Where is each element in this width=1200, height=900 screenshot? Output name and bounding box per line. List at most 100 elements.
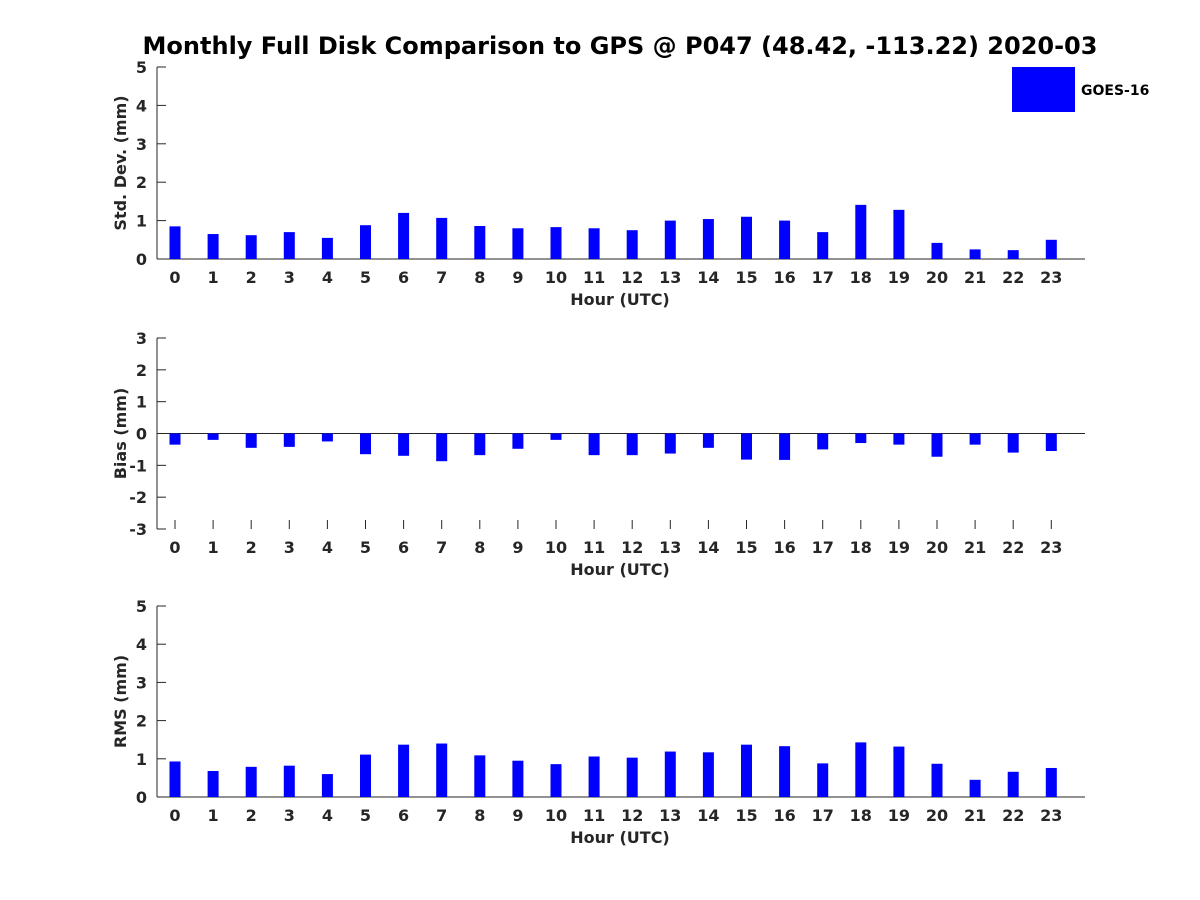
rms-x-tick-label: 7 <box>436 806 447 825</box>
bias-x-tick-label: 19 <box>888 538 910 557</box>
rms-y-tick-label: 4 <box>136 635 147 654</box>
bias-bar <box>969 433 981 445</box>
rms-x-tick-label: 10 <box>545 806 567 825</box>
bias-y-tick-label: -2 <box>129 488 147 507</box>
rms-y-tick-label: 0 <box>136 788 147 807</box>
rms-y-tick-label: 5 <box>136 597 147 616</box>
std-dev-x-tick-label: 18 <box>850 268 872 287</box>
rms-bar <box>207 771 219 797</box>
std-dev-x-tick-label: 21 <box>964 268 986 287</box>
bias-y-tick-label: 0 <box>136 425 147 444</box>
rms-bar <box>169 761 181 797</box>
std-dev-bar <box>436 217 448 259</box>
rms-bar <box>931 763 943 797</box>
std-dev-y-tick-label: 0 <box>136 250 147 269</box>
bias-bar <box>436 433 448 462</box>
rms-bar <box>855 742 867 797</box>
rms-bar <box>664 751 676 797</box>
bias-x-tick-label: 3 <box>284 538 295 557</box>
bias-bar <box>550 433 562 440</box>
rms-x-tick-label: 6 <box>398 806 409 825</box>
bias-x-tick-label: 13 <box>659 538 681 557</box>
std-dev-bar <box>1007 250 1019 259</box>
std-dev-bar <box>702 219 714 259</box>
std-dev-bar <box>588 228 600 259</box>
std-dev-x-tick-label: 0 <box>169 268 180 287</box>
std-dev-y-tick-label: 5 <box>136 58 147 77</box>
std-dev-x-tick-label: 1 <box>208 268 219 287</box>
bias-bar <box>588 433 600 456</box>
std-dev-x-tick-label: 13 <box>659 268 681 287</box>
rms-bar <box>1045 767 1057 797</box>
bias-x-tick-label: 17 <box>812 538 834 557</box>
std-dev-x-tick-label: 19 <box>888 268 910 287</box>
bias-bar <box>779 433 791 460</box>
bias-y-tick-label: 2 <box>136 361 147 380</box>
std-dev-bar <box>245 235 257 259</box>
bias-bar <box>893 433 905 445</box>
std-dev-bar <box>779 220 791 259</box>
bias-x-tick-label: 0 <box>169 538 180 557</box>
std-dev-y-axis-label: Std. Dev. (mm) <box>111 95 130 230</box>
bias-bar <box>702 433 714 448</box>
rms-x-tick-label: 2 <box>246 806 257 825</box>
std-dev-y-tick-label: 4 <box>136 96 147 115</box>
bias-x-tick-label: 14 <box>697 538 719 557</box>
rms-x-tick-label: 23 <box>1040 806 1062 825</box>
rms-y-tick-label: 3 <box>136 673 147 692</box>
rms-bar <box>893 746 905 797</box>
std-dev-x-tick-label: 17 <box>812 268 834 287</box>
bias-x-tick-label: 5 <box>360 538 371 557</box>
bias-x-tick-label: 21 <box>964 538 986 557</box>
std-dev-x-tick-label: 5 <box>360 268 371 287</box>
rms-x-tick-label: 13 <box>659 806 681 825</box>
std-dev-bar <box>550 227 562 259</box>
rms-bar <box>360 754 371 797</box>
std-dev-x-tick-label: 16 <box>773 268 795 287</box>
rms-x-tick-label: 4 <box>322 806 333 825</box>
rms-x-tick-label: 5 <box>360 806 371 825</box>
bias-bar <box>626 433 638 456</box>
rms-x-tick-label: 0 <box>169 806 180 825</box>
std-dev-bar <box>169 226 181 259</box>
std-dev-y-tick-label: 1 <box>136 212 147 231</box>
bias-bar <box>474 433 486 456</box>
bias-x-tick-label: 9 <box>512 538 523 557</box>
bias-bar <box>360 433 371 455</box>
std-dev-bar <box>893 209 905 259</box>
rms-x-tick-label: 18 <box>850 806 872 825</box>
std-dev-x-tick-label: 22 <box>1002 268 1024 287</box>
std-dev-x-tick-label: 15 <box>735 268 757 287</box>
std-dev-y-tick-label: 2 <box>136 173 147 192</box>
rms-x-tick-label: 14 <box>697 806 719 825</box>
bias-bar <box>245 433 257 448</box>
std-dev-bar <box>321 237 333 259</box>
bias-y-tick-label: 1 <box>136 393 147 412</box>
bias-bar <box>398 433 410 456</box>
std-dev-x-tick-label: 4 <box>322 268 333 287</box>
std-dev-x-tick-label: 8 <box>474 268 485 287</box>
bias-x-tick-label: 2 <box>246 538 257 557</box>
std-dev-bar <box>474 225 486 259</box>
bias-x-tick-label: 6 <box>398 538 409 557</box>
std-dev-x-tick-label: 6 <box>398 268 409 287</box>
rms-bar <box>283 765 295 797</box>
std-dev-bar <box>969 249 981 259</box>
bias-bar <box>664 433 676 454</box>
bias-y-tick-label: -3 <box>129 520 147 539</box>
std-dev-x-tick-label: 9 <box>512 268 523 287</box>
figure-title: Monthly Full Disk Comparison to GPS @ P0… <box>143 32 1098 60</box>
rms-bar <box>588 756 600 797</box>
bias-x-tick-label: 11 <box>583 538 605 557</box>
rms-bar <box>741 744 752 797</box>
rms-bar <box>550 764 562 797</box>
bias-x-tick-label: 15 <box>735 538 757 557</box>
rms-x-tick-label: 11 <box>583 806 605 825</box>
bias-x-tick-label: 8 <box>474 538 485 557</box>
rms-x-tick-label: 19 <box>888 806 910 825</box>
bias-bar <box>321 433 333 442</box>
rms-x-tick-label: 1 <box>208 806 219 825</box>
